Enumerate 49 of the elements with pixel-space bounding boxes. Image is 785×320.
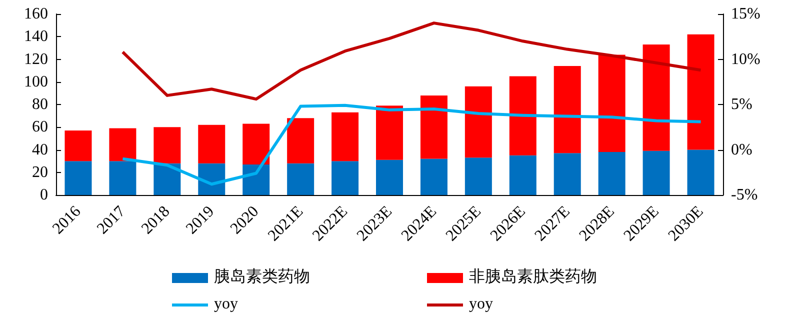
- legend-label: yoy: [214, 296, 238, 312]
- y-tick-label: 140: [24, 28, 48, 46]
- bar: [464, 158, 492, 195]
- bar: [376, 106, 403, 160]
- bar: [642, 44, 670, 151]
- y2-tick-label: 15%: [731, 6, 760, 22]
- bar: [64, 130, 92, 162]
- y2-tick-label: 10%: [731, 50, 760, 68]
- bar: [198, 124, 226, 164]
- bar: [287, 163, 314, 195]
- y-tick-label: 40: [32, 141, 48, 158]
- bar: [154, 127, 181, 164]
- y-tick-label: 100: [24, 73, 48, 90]
- y2-tick-label: 0%: [731, 141, 752, 158]
- legend-label: 胰岛素类药物: [214, 268, 310, 286]
- bar: [242, 164, 270, 195]
- line-series: [121, 104, 702, 186]
- bar: [598, 152, 626, 195]
- bar: [376, 160, 403, 195]
- bar: [598, 54, 626, 152]
- y-tick-label: 0: [40, 186, 48, 204]
- y2-tick-label: 5%: [731, 96, 752, 113]
- bar: [109, 161, 136, 195]
- y-tick-label: 120: [24, 50, 48, 68]
- legend-label: 非胰岛素肽类药物: [469, 268, 597, 286]
- y2-tick-label: -5%: [731, 186, 758, 204]
- bar: [464, 86, 492, 158]
- line-series: [121, 22, 702, 101]
- bar: [509, 76, 536, 156]
- bar: [420, 95, 448, 159]
- bar: [242, 124, 270, 164]
- bar: [642, 150, 670, 195]
- bar: [332, 161, 359, 195]
- bar: [154, 163, 181, 195]
- y-tick-label: 60: [32, 118, 48, 136]
- y-tick-label: 160: [24, 6, 48, 22]
- bar: [64, 161, 92, 195]
- bar: [420, 158, 448, 195]
- bar: [687, 34, 714, 150]
- bar: [109, 128, 136, 162]
- bar: [509, 155, 536, 195]
- bar: [332, 112, 359, 162]
- bar: [287, 118, 314, 164]
- y-tick-label: 20: [32, 164, 48, 181]
- bar: [554, 153, 581, 195]
- bar: [554, 66, 581, 154]
- y-tick-label: 80: [32, 96, 48, 113]
- bar: [687, 150, 714, 195]
- legend-label: yoy: [469, 296, 493, 312]
